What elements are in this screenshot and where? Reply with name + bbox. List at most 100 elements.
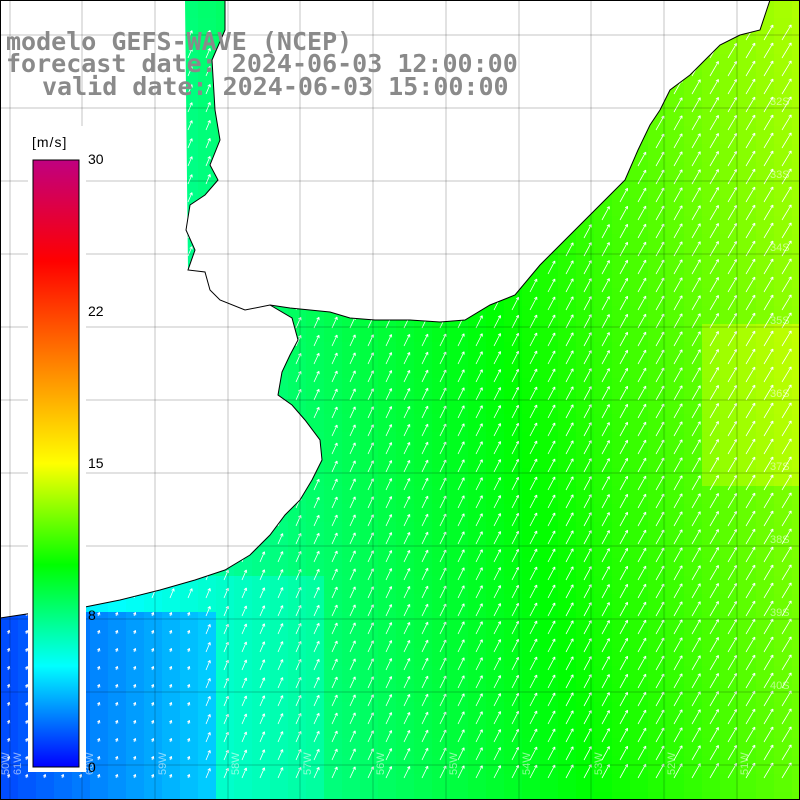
wind-arrow <box>565 530 574 545</box>
wind-arrow <box>655 673 665 689</box>
wind-arrow <box>511 710 520 725</box>
wind-arrow <box>583 458 592 473</box>
wind-arrow <box>439 477 447 491</box>
wind-arrow <box>529 746 538 761</box>
wind-arrow <box>619 493 628 509</box>
wind-arrow <box>205 731 211 743</box>
wind-arrow <box>565 584 574 599</box>
wind-arrow <box>313 496 320 509</box>
wind-arrow <box>655 169 665 185</box>
wind-arrow <box>565 242 574 257</box>
wind-arrow <box>673 403 683 419</box>
longitude-label: 61W <box>12 752 24 775</box>
wind-arrow <box>691 151 701 167</box>
wind-arrow <box>385 550 393 563</box>
wind-arrow <box>565 314 574 329</box>
wind-arrow <box>619 619 628 635</box>
wind-arrow <box>547 296 556 311</box>
wind-arrow <box>385 514 393 527</box>
wind-arrow <box>637 313 647 329</box>
wind-arrow <box>241 587 248 599</box>
wind-arrow <box>781 276 792 293</box>
wind-arrow <box>637 403 647 419</box>
wind-arrow <box>709 511 719 527</box>
wind-arrow <box>673 529 683 545</box>
wind-arrow <box>313 766 320 779</box>
wind-arrow <box>727 582 738 599</box>
wind-arrow <box>763 582 774 599</box>
wind-arrow <box>24 719 29 725</box>
wind-arrow <box>763 60 774 77</box>
wind-arrow <box>691 169 701 185</box>
wind-arrow <box>727 438 738 455</box>
wind-arrow <box>313 478 320 491</box>
wind-arrow <box>277 641 284 653</box>
wind-arrow <box>673 421 683 437</box>
wind-arrow <box>205 623 211 635</box>
wind-arrow <box>367 622 374 635</box>
wind-arrow <box>745 294 756 311</box>
wind-arrow <box>763 726 774 743</box>
wind-arrow <box>637 151 647 167</box>
wind-arrow <box>457 711 465 725</box>
wind-arrow <box>781 492 792 509</box>
wind-arrow <box>655 295 665 311</box>
wind-arrow <box>673 151 683 167</box>
wind-arrow <box>385 478 393 491</box>
wind-arrow <box>727 510 738 527</box>
wind-arrow <box>439 369 447 383</box>
wind-arrow <box>583 476 592 491</box>
wind-arrow <box>259 659 266 671</box>
wind-arrow <box>709 601 719 617</box>
wind-arrow <box>565 440 574 455</box>
wind-arrow <box>313 514 320 527</box>
wind-arrow <box>529 584 538 599</box>
wind-arrow <box>691 241 701 257</box>
wind-arrow <box>637 421 647 437</box>
wind-arrow <box>691 763 701 779</box>
wind-arrow <box>781 744 792 761</box>
wind-arrow <box>205 695 211 707</box>
wind-arrow <box>745 204 756 221</box>
wind-arrow <box>439 387 447 401</box>
wind-arrow <box>475 495 483 509</box>
wind-arrow <box>763 384 774 401</box>
wind-arrow <box>691 133 701 149</box>
wind-arrow <box>601 764 610 779</box>
wind-arrow <box>637 583 647 599</box>
wind-arrow <box>403 387 411 401</box>
wind-arrow <box>601 530 610 545</box>
wind-arrow <box>655 493 665 509</box>
wind-arrow <box>349 568 356 581</box>
wind-arrow <box>673 169 683 185</box>
wind-arrow <box>727 744 738 761</box>
wind-arrow <box>186 773 191 779</box>
wind-arrow <box>727 168 738 185</box>
wind-arrow <box>529 422 538 437</box>
wind-arrow <box>655 349 665 365</box>
wind-arrow <box>709 295 719 311</box>
wind-arrow <box>493 495 501 509</box>
wind-arrow <box>781 690 792 707</box>
wind-arrow <box>547 260 556 275</box>
wind-arrow <box>457 639 465 653</box>
wind-arrow <box>349 766 356 779</box>
wind-arrow <box>511 638 520 653</box>
wind-arrow <box>709 565 719 581</box>
wind-arrow <box>367 532 374 545</box>
wind-arrow <box>493 351 501 365</box>
wind-arrow <box>709 313 719 329</box>
wind-arrow <box>475 513 483 527</box>
wind-arrow <box>6 755 11 761</box>
wind-arrow <box>781 168 792 185</box>
wind-arrow <box>132 629 137 635</box>
wind-arrow <box>691 709 701 725</box>
colorbar-tick-15: 15 <box>88 455 104 471</box>
wind-arrow <box>439 567 447 581</box>
wind-arrow <box>168 773 173 779</box>
wind-arrow <box>691 403 701 419</box>
wind-arrow <box>493 513 501 527</box>
wind-arrow <box>259 713 266 725</box>
wind-arrow <box>96 629 101 635</box>
wind-arrow <box>565 566 574 581</box>
